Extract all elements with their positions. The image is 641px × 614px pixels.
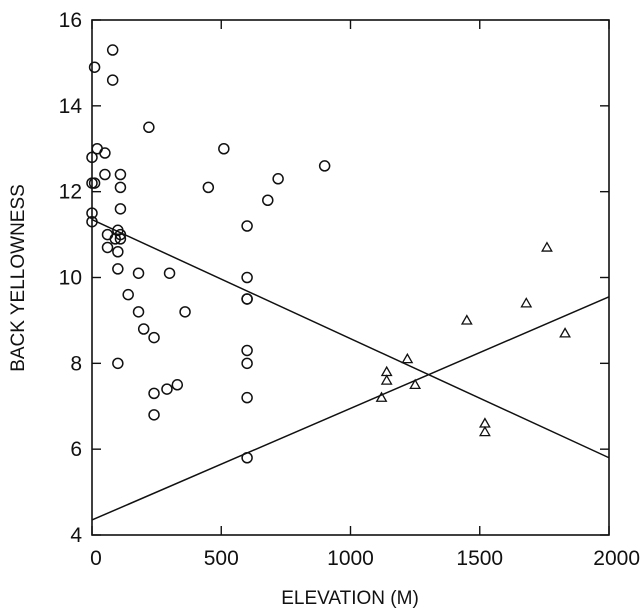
- circle-point: [163, 267, 176, 279]
- y-tick-label: 4: [70, 524, 82, 547]
- circle-point: [132, 267, 145, 279]
- regression-line: [91, 296, 610, 521]
- circle-point: [179, 306, 191, 318]
- regression-line: [91, 218, 610, 459]
- x-tick-label: 2000: [593, 547, 640, 570]
- circle-point: [241, 271, 253, 284]
- triangle-point: [541, 241, 553, 252]
- x-tick-label: 1500: [456, 547, 503, 570]
- circle-point: [148, 331, 160, 344]
- y-axis-label: BACK YELLOWNESS: [8, 184, 29, 372]
- circle-point: [88, 177, 101, 189]
- triangle-point: [559, 327, 571, 338]
- circle-point: [137, 323, 150, 335]
- circle-point: [114, 203, 127, 215]
- circle-point: [241, 293, 253, 305]
- circle-point: [106, 74, 119, 86]
- x-tick-label: 500: [204, 547, 239, 570]
- circle-point: [148, 387, 160, 400]
- y-tick-label: 14: [59, 95, 83, 118]
- circle-point: [101, 241, 114, 254]
- circle-point: [114, 168, 127, 181]
- circle-point: [241, 452, 253, 464]
- circle-point: [241, 344, 253, 357]
- circle-point: [86, 207, 98, 219]
- circle-point: [161, 383, 173, 395]
- axis-ticks: [91, 19, 610, 536]
- x-tick-label: 1000: [327, 547, 374, 570]
- circle-point: [112, 246, 124, 258]
- circle-point: [241, 357, 253, 370]
- circle-point: [272, 173, 284, 185]
- triangle-point: [375, 391, 388, 402]
- circle-point: [262, 194, 274, 206]
- circle-point: [171, 379, 184, 391]
- circle-point: [99, 168, 111, 181]
- circle-point: [132, 306, 145, 318]
- y-tick-label: 8: [70, 352, 82, 375]
- circle-point: [143, 121, 155, 134]
- triangle-point: [478, 425, 491, 437]
- triangle-point: [460, 314, 473, 325]
- circle-point: [86, 215, 98, 228]
- circle-point: [241, 220, 253, 232]
- fit-lines: [91, 218, 610, 521]
- circle-point: [318, 160, 331, 172]
- tick-labels: 0 500 1000 1500 2000 4 6 8 10 12 14 16: [59, 9, 640, 570]
- y-tick-label: 10: [59, 267, 82, 290]
- circle-point: [112, 357, 124, 370]
- triangle-point: [478, 417, 491, 428]
- x-tick-label: 0: [90, 547, 102, 570]
- circle-point: [106, 44, 119, 56]
- triangle-point: [401, 352, 414, 364]
- y-tick-label: 16: [59, 9, 82, 32]
- circle-point: [114, 228, 127, 241]
- triangle-point: [409, 378, 422, 390]
- circle-point: [99, 147, 111, 159]
- circle-point: [86, 151, 98, 164]
- triangle-point: [380, 374, 393, 385]
- y-tick-label: 12: [59, 181, 82, 204]
- circle-point: [114, 233, 127, 245]
- circle-point: [114, 181, 127, 194]
- circle-point: [202, 181, 215, 194]
- circle-point: [241, 391, 253, 404]
- y-tick-label: 6: [70, 438, 82, 461]
- circle-point: [88, 61, 101, 73]
- x-axis-label: ELEVATION (M): [281, 588, 419, 609]
- triangle-point: [520, 297, 533, 308]
- circle-point: [112, 263, 124, 275]
- circle-point: [218, 143, 230, 155]
- circle-point: [122, 288, 134, 301]
- circle-point: [148, 409, 160, 421]
- data-markers: [86, 44, 571, 464]
- triangle-point: [380, 365, 393, 377]
